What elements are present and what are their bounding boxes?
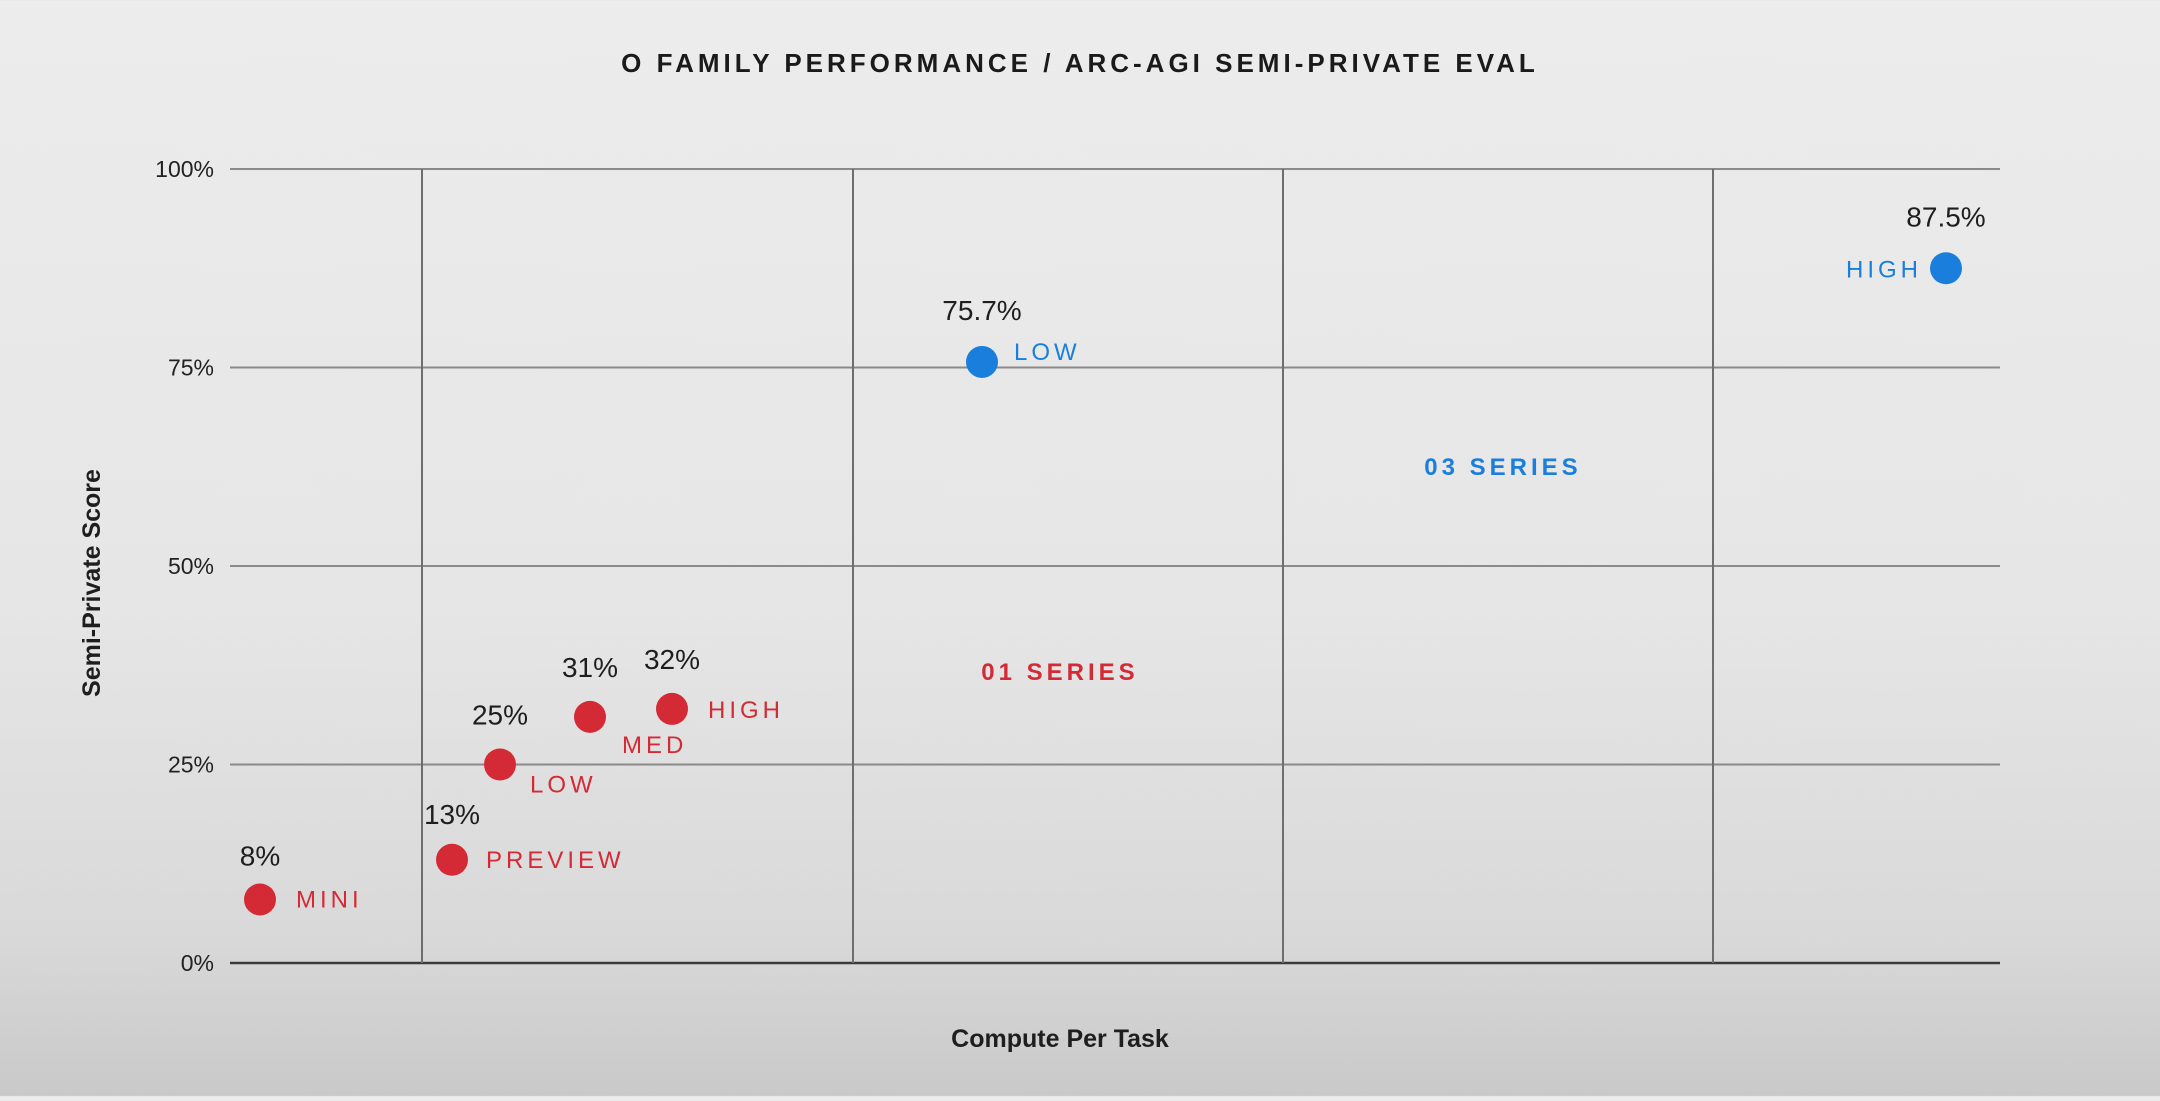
data-point-label: HIGH — [708, 697, 784, 724]
y-axis-label: Semi-Private Score — [78, 469, 106, 697]
data-value-label: 31% — [562, 652, 618, 683]
data-point-label: PREVIEW — [486, 847, 625, 874]
chart-text: O FAMILY PERFORMANCE / ARC-AGI SEMI-PRIV… — [240, 48, 1986, 913]
data-value-label: 8% — [240, 840, 280, 871]
data-value-label: 32% — [644, 644, 700, 675]
data-point-label: LOW — [530, 772, 597, 799]
chart-title: O FAMILY PERFORMANCE / ARC-AGI SEMI-PRIV… — [621, 48, 1539, 78]
data-value-label: 13% — [424, 799, 480, 830]
data-point — [436, 843, 468, 876]
data-point — [574, 700, 606, 733]
data-point — [966, 345, 998, 378]
data-value-label: 75.7% — [942, 295, 1021, 326]
data-point-label: MED — [622, 732, 687, 759]
y-tick-label: 25% — [168, 752, 214, 778]
axes: 0% 25% 50% 75% 100% Compute Per Task Semi-Priv… — [78, 156, 1169, 1053]
data-point — [1930, 252, 1962, 285]
y-tick-label: 100% — [155, 156, 214, 182]
grid — [230, 168, 2000, 965]
series-label: 03 SERIES — [1424, 454, 1581, 481]
data-point-label: LOW — [1014, 339, 1081, 366]
y-tick-label: 0% — [181, 950, 214, 976]
y-tick-label: 50% — [168, 553, 214, 579]
data-point — [656, 692, 688, 725]
series-label: 01 SERIES — [981, 659, 1138, 686]
data-point-label: HIGH — [1846, 256, 1922, 283]
data-point-label: MINI — [296, 886, 363, 913]
data-value-label: 87.5% — [1906, 201, 1985, 232]
y-tick-label: 75% — [168, 355, 214, 381]
data-points — [244, 252, 1962, 916]
data-point — [484, 748, 516, 781]
x-axis-label: Compute Per Task — [951, 1025, 1169, 1053]
data-value-label: 25% — [472, 700, 528, 731]
data-point — [244, 883, 276, 916]
